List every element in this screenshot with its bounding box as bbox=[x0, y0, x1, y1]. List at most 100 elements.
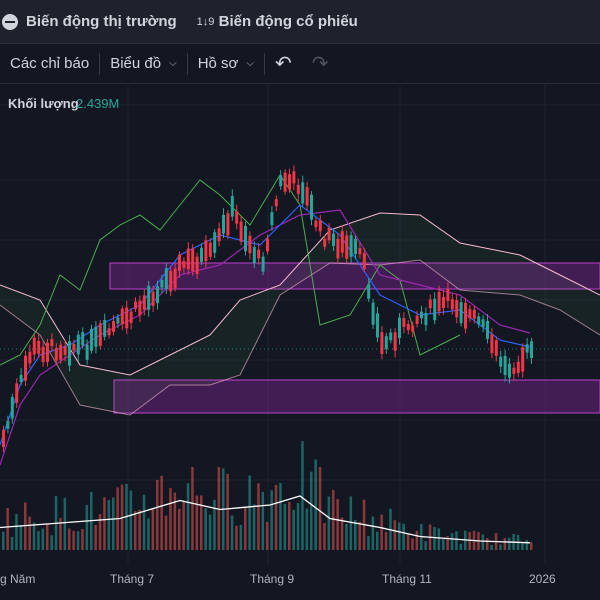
volume-bar bbox=[490, 544, 493, 550]
candle-body bbox=[420, 311, 423, 319]
candle-body bbox=[160, 280, 164, 288]
volume-bar bbox=[239, 524, 243, 550]
candle-body bbox=[468, 309, 472, 319]
candle-body bbox=[314, 220, 318, 228]
chart-grid bbox=[0, 85, 600, 565]
volume-bar bbox=[398, 522, 401, 550]
volume-bar bbox=[76, 531, 80, 550]
candle-body bbox=[208, 242, 212, 257]
volume-bar bbox=[235, 525, 238, 550]
volume-bar bbox=[173, 492, 177, 550]
kijun-line bbox=[0, 209, 531, 466]
volume-bar bbox=[442, 539, 445, 550]
candle-body bbox=[239, 221, 243, 242]
volume-bar bbox=[358, 521, 361, 550]
candle-body bbox=[261, 256, 265, 272]
candle-body bbox=[266, 238, 269, 252]
candle-body bbox=[46, 342, 49, 362]
volume-bar bbox=[68, 528, 71, 550]
candle-body bbox=[98, 323, 102, 346]
candle-body bbox=[367, 284, 371, 299]
candle-body bbox=[112, 321, 115, 332]
candle-body bbox=[279, 175, 283, 187]
undo-button[interactable]: ↶ bbox=[265, 44, 302, 83]
chikou-line bbox=[0, 174, 461, 366]
candle-body bbox=[142, 295, 146, 310]
tab-stock-movement-label: Biến động cổ phiếu bbox=[218, 13, 358, 30]
template-dropdown[interactable]: Hồ sơ ⌵ bbox=[188, 44, 264, 83]
volume-bar bbox=[248, 475, 251, 550]
candle-body bbox=[94, 326, 98, 347]
volume-bar bbox=[446, 535, 449, 550]
candle-body bbox=[442, 296, 445, 308]
volume-bar bbox=[279, 483, 282, 550]
candle-body bbox=[283, 172, 287, 192]
candle-body bbox=[336, 238, 340, 259]
senkou-span-a bbox=[0, 212, 600, 376]
candle-body bbox=[415, 315, 419, 325]
volume-bar bbox=[46, 524, 49, 550]
volume-bar bbox=[186, 483, 190, 550]
volume-bar bbox=[323, 522, 326, 550]
volume-bar bbox=[28, 516, 31, 550]
volume-bar bbox=[32, 522, 36, 550]
volume-bar bbox=[98, 514, 102, 550]
volume-bar bbox=[433, 527, 436, 550]
volume-bar bbox=[296, 502, 300, 550]
candle-body bbox=[424, 313, 428, 326]
volume-bar bbox=[169, 487, 172, 550]
candle-body bbox=[182, 261, 186, 268]
x-axis-label: 2026 bbox=[529, 572, 556, 586]
indicators-button[interactable]: Các chỉ báo bbox=[0, 44, 99, 83]
candle-body bbox=[358, 248, 362, 255]
x-axis-label: Tháng 11 bbox=[382, 572, 432, 586]
candle-body bbox=[248, 235, 252, 254]
chart-canvas[interactable] bbox=[0, 85, 600, 600]
candle-body bbox=[107, 328, 111, 336]
volume-bar bbox=[481, 534, 485, 550]
candle-body bbox=[138, 300, 142, 316]
volume-legend-name[interactable]: Khối lượng bbox=[8, 96, 79, 111]
volume-bar bbox=[213, 499, 216, 550]
candle-body bbox=[76, 334, 80, 355]
candle-body bbox=[2, 429, 5, 448]
candle-body bbox=[186, 248, 190, 270]
candle-body bbox=[81, 332, 85, 346]
volume-bar bbox=[521, 543, 524, 550]
candle-body bbox=[450, 299, 454, 310]
candle-body bbox=[204, 240, 208, 262]
redo-button[interactable]: ↷ bbox=[302, 44, 339, 83]
candle-body bbox=[274, 199, 278, 207]
candle-body bbox=[530, 341, 533, 358]
candle-body bbox=[129, 311, 133, 323]
candle-body bbox=[433, 298, 437, 321]
volume-bar bbox=[134, 511, 137, 550]
candle-body bbox=[296, 184, 300, 195]
volume-bar bbox=[204, 508, 207, 550]
volume-bar bbox=[459, 543, 463, 550]
candle-body bbox=[354, 238, 357, 254]
chart-type-dropdown[interactable]: Biểu đồ ⌵ bbox=[100, 44, 186, 83]
candle-body bbox=[455, 300, 459, 318]
volume-bar bbox=[437, 528, 441, 550]
candle-body bbox=[411, 325, 415, 332]
candle-body bbox=[151, 291, 155, 306]
x-axis-label: Tháng 7 bbox=[110, 572, 155, 586]
tab-stock-movement[interactable]: 1↓9 Biến động cổ phiếu bbox=[187, 0, 368, 43]
volume-bar bbox=[415, 530, 419, 550]
x-axis-label: Tháng 9 bbox=[250, 572, 295, 586]
support-zone bbox=[113, 379, 600, 414]
candle-body bbox=[85, 344, 89, 360]
volume-bar bbox=[318, 467, 322, 550]
volume-bar bbox=[393, 520, 397, 550]
price-chart[interactable]: Khối lượng 2.439M g Năm Tháng 7 Tháng 9 … bbox=[0, 85, 600, 600]
candle-body bbox=[288, 174, 291, 190]
tab-market-movement[interactable]: Biến động thị trường bbox=[0, 0, 187, 43]
candle-body bbox=[164, 268, 168, 290]
chart-toolbar: Các chỉ báo Biểu đồ ⌵ Hồ sơ ⌵ ↶ ↷ bbox=[0, 44, 600, 84]
volume-bar bbox=[72, 530, 75, 550]
volume-bar bbox=[191, 466, 194, 550]
candle-body bbox=[362, 253, 366, 269]
candle-body bbox=[512, 367, 516, 374]
candle-body bbox=[6, 421, 10, 429]
